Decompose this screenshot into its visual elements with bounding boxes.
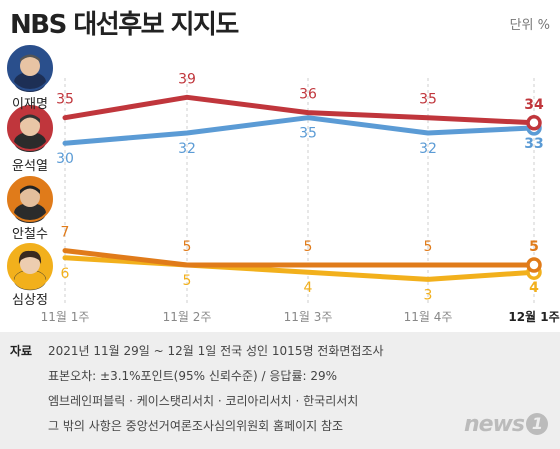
data-label-s2-2: 32: [178, 141, 196, 157]
logo-mark: 1: [526, 413, 548, 435]
source-label: 자료: [10, 344, 33, 358]
chart-title: NBS 대선후보 지지도: [10, 10, 239, 40]
data-label-s4-5: 4: [529, 280, 539, 296]
data-label-s1-2: 39: [178, 71, 196, 87]
logo-text: news: [463, 412, 525, 437]
x-tick-label-1: 11월 1주: [41, 310, 90, 324]
avatar-candidate-2: [7, 105, 53, 152]
data-label-s4-1: 6: [61, 266, 70, 282]
source-line-3: 엠브레인퍼블릭 · 케이스탯리서치 · 코리아리서치 · 한국리서치: [48, 394, 359, 408]
endpoint-marker-3: [526, 257, 542, 273]
data-label-s3-2: 5: [183, 239, 192, 255]
data-label-s3-3: 5: [304, 239, 313, 255]
data-label-s3-4: 5: [424, 239, 433, 255]
news1-logo: news 1: [464, 412, 548, 437]
avatar-candidate-3: [7, 176, 53, 223]
source-line-1: 2021년 11월 29일 ~ 12월 1일 전국 성인 1015명 전화면접조…: [48, 344, 384, 358]
data-label-s4-4: 3: [424, 287, 433, 303]
x-tick-label-3: 11월 3주: [284, 310, 333, 324]
data-label-s2-5: 33: [524, 136, 543, 152]
footer: 자료 2021년 11월 29일 ~ 12월 1일 전국 성인 1015명 전화…: [0, 332, 560, 449]
avatar-name-3: 안철수: [12, 227, 48, 242]
x-tick-label-2: 11월 2주: [163, 310, 212, 324]
avatar-name-2: 윤석열: [12, 159, 48, 174]
endpoint-marker-1: [526, 115, 542, 131]
data-label-s1-1: 35: [56, 92, 74, 108]
data-label-s1-5: 34: [524, 97, 544, 113]
avatar-candidate-4: [7, 243, 53, 291]
x-tick-label-4: 11월 4주: [404, 310, 453, 324]
avatar-candidate-1: [7, 45, 53, 92]
data-label-s4-3: 4: [304, 280, 313, 296]
data-label-s3-5: 5: [529, 239, 539, 255]
avatar-name-1: 이재명: [12, 97, 48, 112]
data-label-s1-3: 36: [299, 87, 317, 103]
data-label-s1-4: 35: [419, 92, 437, 108]
data-label-s4-2: 5: [183, 273, 192, 289]
unit-label: 단위 %: [509, 18, 550, 33]
series-line-2: [62, 115, 537, 146]
series-line-3: [62, 248, 537, 268]
data-label-s2-3: 35: [299, 126, 317, 142]
series-line-1: [62, 94, 537, 126]
source-line-4: 그 밖의 사항은 중앙선거여론조사심의위원회 홈페이지 참조: [48, 419, 344, 433]
data-label-s2-1: 30: [56, 151, 74, 167]
data-label-s2-4: 32: [419, 141, 437, 157]
avatar-name-4: 심상정: [12, 293, 48, 308]
source-line-2: 표본오차: ±3.1%포인트(95% 신뢰수준) / 응답률: 29%: [48, 369, 338, 383]
candidate-avatars: [7, 45, 53, 291]
data-label-s3-1: 7: [61, 225, 70, 241]
x-tick-label-5: 12월 1주: [508, 309, 559, 324]
